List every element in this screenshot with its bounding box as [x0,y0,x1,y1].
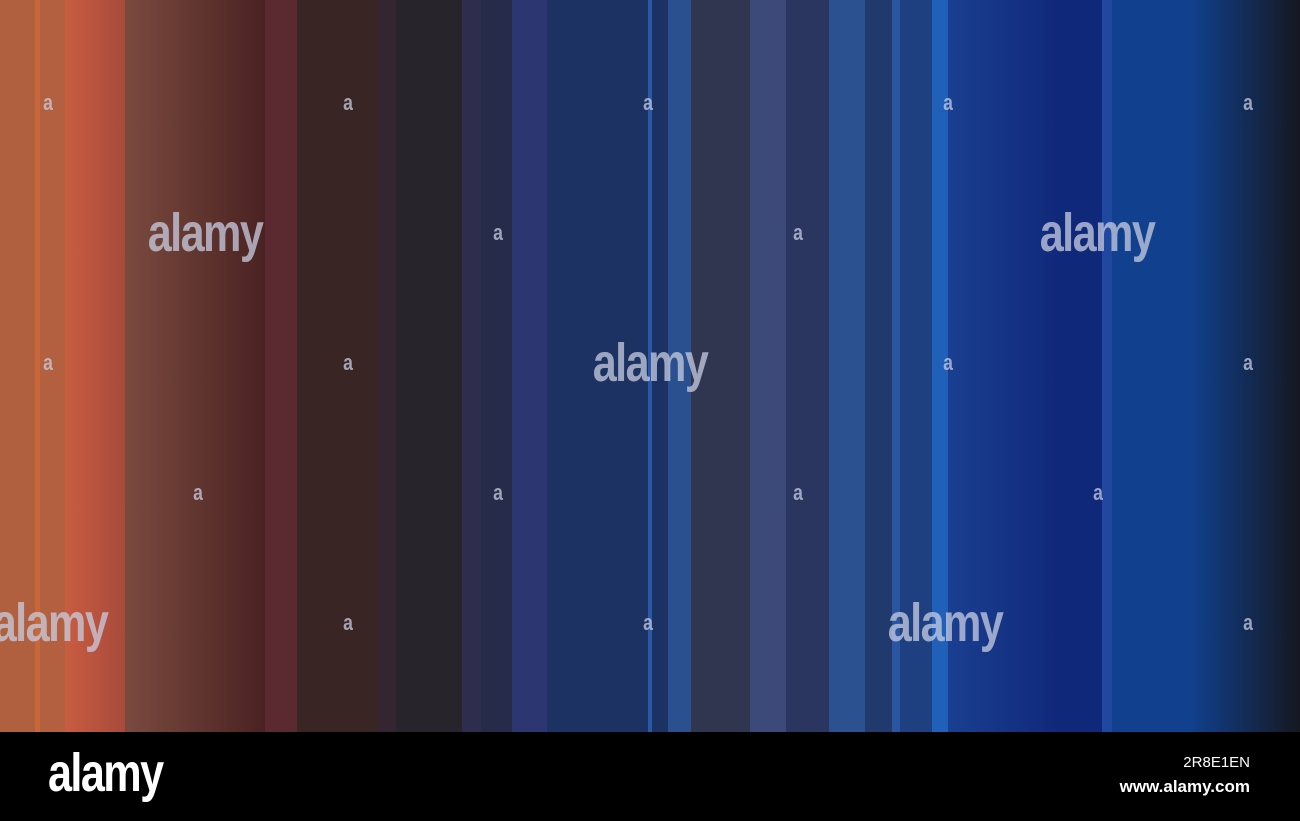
watermark: a [643,90,653,115]
url: www.alamy.com [1119,777,1250,796]
striped-image [0,0,1300,732]
watermark: a [793,480,803,505]
watermark: a [643,610,653,635]
watermark: a [943,90,953,115]
watermark: a [493,480,503,505]
watermark: a [43,350,53,375]
watermark: a [343,90,353,115]
watermark: alamy [592,333,709,393]
watermark: a [943,350,953,375]
watermark: a [493,220,503,245]
logo: alamy [48,743,164,803]
watermark: a [193,480,203,505]
footer: alamy 2R8E1EN www.alamy.com [0,732,1300,821]
watermark: a [1243,350,1253,375]
watermark: a [1243,90,1253,115]
watermark: alamy [0,593,109,653]
watermark: alamy [1039,203,1156,263]
watermark: a [343,350,353,375]
image-id: 2R8E1EN [1183,754,1250,771]
watermark: alamy [147,203,264,263]
watermark: a [1243,610,1253,635]
watermark: a [1093,480,1103,505]
watermark: a [43,90,53,115]
watermark: a [343,610,353,635]
watermark: alamy [887,593,1004,653]
watermark: a [793,220,803,245]
